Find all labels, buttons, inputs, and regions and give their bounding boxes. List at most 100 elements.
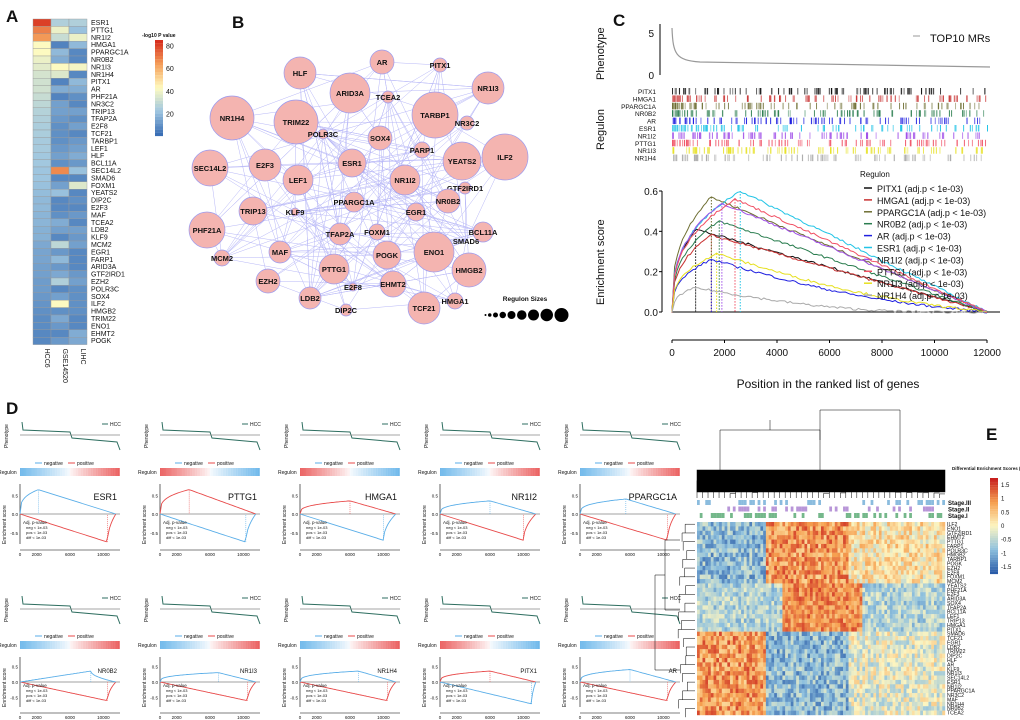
heatmap-cell: [721, 640, 725, 646]
regulon-hit: [461, 641, 464, 649]
heatmap-cell: [705, 535, 709, 540]
heatmap-cell: [834, 526, 838, 531]
heatmap-cell: [845, 592, 849, 597]
regulon-hit: [34, 468, 37, 476]
tick-label: 0.6: [644, 187, 658, 198]
heatmap-cell: [876, 570, 880, 575]
regulon-hit: [909, 125, 911, 132]
heatmap-cell: [749, 543, 753, 549]
es-curve-negative: [439, 681, 537, 705]
heatmap-cell: [771, 583, 775, 588]
heatmap-cell: [790, 570, 794, 575]
row-label: POGK: [91, 338, 112, 345]
regulon-hit: [76, 468, 79, 476]
heatmap-cell: [906, 609, 910, 615]
heatmap-cell: [931, 592, 935, 597]
heatmap-cell: [757, 543, 761, 549]
heatmap-cell: [870, 574, 874, 580]
heatmap-cell: [933, 522, 937, 527]
heatmap-cell: [790, 609, 794, 615]
regulon-hit: [506, 468, 509, 476]
regulon-hit: [96, 641, 99, 649]
heatmap-cell: [856, 548, 860, 553]
regulon-hit: [680, 132, 682, 139]
regulon-hit: [684, 88, 686, 95]
heatmap-cell: [878, 579, 882, 584]
regulon-hit: [238, 641, 240, 649]
heatmap-cell: [911, 535, 915, 540]
regulon-hit: [198, 641, 201, 649]
heatmap-cell: [865, 596, 869, 602]
regulon-hit: [533, 468, 535, 476]
regulon-hit: [744, 102, 746, 110]
regulon-hit: [833, 154, 835, 162]
heatmap-cell: [821, 596, 824, 602]
colorbar-segment: [155, 120, 163, 124]
regulon-hit: [793, 117, 795, 125]
pvalue-line: diff < 1e-03: [166, 535, 187, 540]
heatmap-cell: [721, 557, 725, 562]
tick-label: 0: [19, 715, 22, 720]
heatmap-cell: [754, 570, 758, 575]
regulon-hit: [734, 88, 736, 95]
heatmap-cell: [840, 561, 844, 567]
heatmap-cell: [809, 526, 813, 531]
heatmap-cell: [845, 609, 849, 615]
colorbar-segment: [155, 65, 163, 69]
regulon-hit: [618, 641, 621, 649]
heatmap-cell: [887, 587, 891, 593]
regulon-hit: [743, 132, 745, 139]
heatmap-cell: [859, 627, 863, 632]
regulon-hit: [770, 147, 772, 154]
regulon-hit: [700, 95, 702, 102]
heatmap-cell: [920, 640, 924, 646]
heatmap-cell: [735, 552, 739, 558]
heatmap-cell: [741, 627, 745, 632]
heatmap-cell: [942, 530, 946, 536]
heatmap-cell: [752, 622, 756, 628]
regulon-hit: [449, 641, 452, 649]
heatmap-cell: [776, 579, 780, 584]
regulon-hit: [715, 154, 717, 162]
heatmap-cell: [903, 574, 907, 580]
pvalue-line: pos < 1e-03: [446, 530, 468, 535]
heatmap-cell: [925, 636, 929, 641]
heatmap-cell: [743, 543, 747, 549]
size-legend-dot: [517, 310, 527, 320]
heatmap-cell: [920, 600, 924, 606]
heatmap-cell: [898, 530, 902, 536]
heatmap-cell: [727, 614, 731, 619]
heatmap-cell: [774, 609, 778, 615]
regulon-hit: [820, 110, 822, 117]
regulon-hit: [765, 117, 767, 125]
heatmap-cell: [763, 561, 767, 567]
regulon-hit: [666, 641, 669, 649]
heatmap-cell: [732, 587, 736, 593]
heatmap-cell: [878, 561, 882, 567]
heatmap-cell: [32, 122, 52, 131]
heatmap-cell: [32, 92, 52, 101]
regulon-hit: [94, 468, 97, 476]
regulon-hit: [841, 132, 843, 139]
heatmap-cell: [931, 627, 935, 632]
legend-label: negative: [184, 461, 203, 467]
heatmap-cell: [914, 618, 918, 624]
heatmap-cell: [32, 196, 52, 205]
regulon-hit: [796, 117, 798, 125]
heatmap-cell: [804, 539, 808, 545]
heatmap-cell: [716, 631, 720, 637]
heatmap-cell: [807, 627, 811, 632]
regulon-hit: [745, 147, 747, 154]
heatmap-cell: [812, 622, 816, 628]
heatmap-cell: [909, 526, 913, 531]
heatmap-cell: [716, 552, 720, 558]
heatmap-cell: [812, 557, 816, 562]
regulon-hit: [219, 468, 222, 476]
heatmap-cell: [815, 579, 819, 584]
regulon-hit: [478, 641, 481, 649]
regulon-hit: [673, 117, 675, 125]
heatmap-cell: [735, 574, 739, 580]
heatmap-cell: [878, 640, 882, 646]
edge: [206, 121, 297, 231]
heatmap-cell: [925, 535, 929, 540]
